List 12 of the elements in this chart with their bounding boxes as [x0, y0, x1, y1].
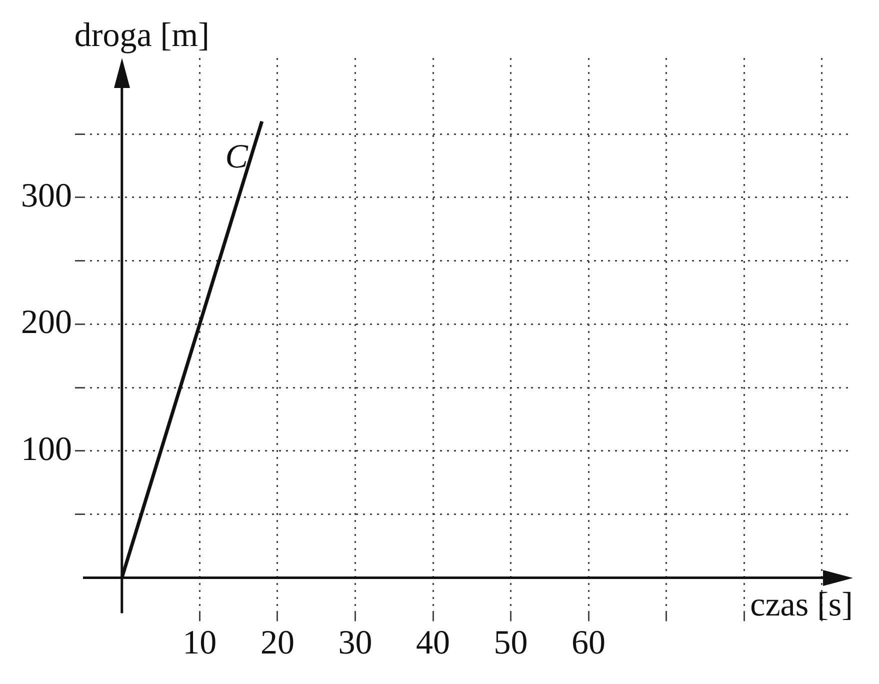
- y-axis-title: droga [m]: [74, 16, 210, 54]
- x-tick-label: 60: [572, 624, 606, 662]
- x-axis-title: czas [s]: [750, 586, 853, 624]
- x-tick-label: 40: [416, 624, 450, 662]
- x-tick-label: 20: [260, 624, 294, 662]
- x-tick-label: 10: [182, 624, 217, 662]
- y-tick-label: 200: [21, 304, 72, 342]
- y-tick-label: 300: [21, 177, 72, 214]
- series-label: C: [225, 138, 248, 176]
- y-tick-label: 100: [21, 430, 72, 468]
- x-tick-label: 30: [338, 624, 372, 662]
- x-tick-label: 50: [494, 624, 528, 662]
